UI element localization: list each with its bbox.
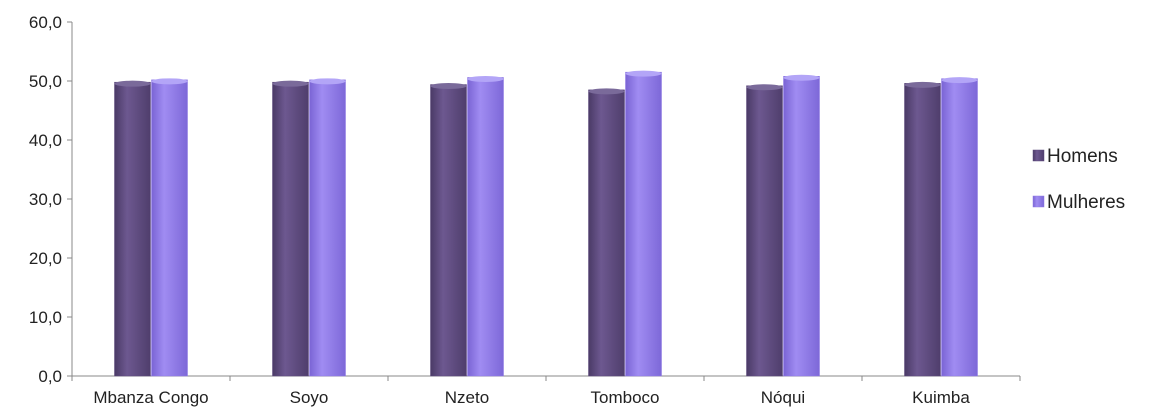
bar-cap bbox=[904, 81, 941, 88]
y-tick-label: 50,0 bbox=[29, 72, 62, 91]
bar-cap bbox=[941, 77, 978, 84]
legend-label-homens: Homens bbox=[1047, 146, 1118, 167]
bar-cap bbox=[430, 83, 467, 90]
bar-cap bbox=[272, 80, 309, 87]
bar-mulheres-5 bbox=[941, 78, 978, 377]
legend-label-mulheres: Mulheres bbox=[1047, 192, 1125, 213]
y-tick-label: 0,0 bbox=[38, 367, 62, 386]
bar-mulheres-2 bbox=[467, 77, 504, 377]
x-tick-label: Nóqui bbox=[761, 388, 805, 407]
bar-mulheres-0 bbox=[151, 79, 188, 377]
y-tick-label: 30,0 bbox=[29, 190, 62, 209]
y-tick-label: 40,0 bbox=[29, 131, 62, 150]
bar-cap bbox=[625, 70, 662, 77]
bar-homens-1 bbox=[272, 81, 309, 377]
bar-mulheres-3 bbox=[625, 71, 662, 377]
bar-cap bbox=[114, 80, 151, 87]
legend: Homens Mulheres bbox=[1032, 146, 1125, 213]
bar-cap bbox=[588, 88, 625, 95]
x-tick-label: Kuimba bbox=[912, 388, 970, 407]
y-tick-label: 60,0 bbox=[29, 13, 62, 32]
bar-mulheres-1 bbox=[309, 79, 346, 377]
legend-swatch-homens bbox=[1032, 149, 1045, 162]
x-tick-label: Tomboco bbox=[591, 388, 660, 407]
bar-cap bbox=[467, 75, 504, 82]
bar-cap bbox=[151, 78, 188, 85]
bar-cap bbox=[746, 84, 783, 91]
legend-swatch-mulheres bbox=[1032, 195, 1045, 208]
y-tick-label: 10,0 bbox=[29, 308, 62, 327]
bar-homens-5 bbox=[904, 83, 941, 377]
bar-cap bbox=[783, 74, 820, 81]
bar-homens-2 bbox=[430, 84, 467, 377]
y-tick-label: 20,0 bbox=[29, 249, 62, 268]
bar-mulheres-4 bbox=[783, 76, 820, 377]
x-tick-label: Soyo bbox=[290, 388, 329, 407]
bar-homens-4 bbox=[746, 85, 783, 377]
bar-cap bbox=[309, 78, 346, 85]
x-tick-label: Nzeto bbox=[445, 388, 489, 407]
bar-homens-0 bbox=[114, 81, 151, 377]
plot-area: 0,0 10,0 20,0 30,0 40,0 50,0 60,0 Mbanza Congo S… bbox=[29, 13, 1021, 407]
bar-homens-3 bbox=[588, 89, 625, 377]
x-tick-label: Mbanza Congo bbox=[93, 388, 208, 407]
